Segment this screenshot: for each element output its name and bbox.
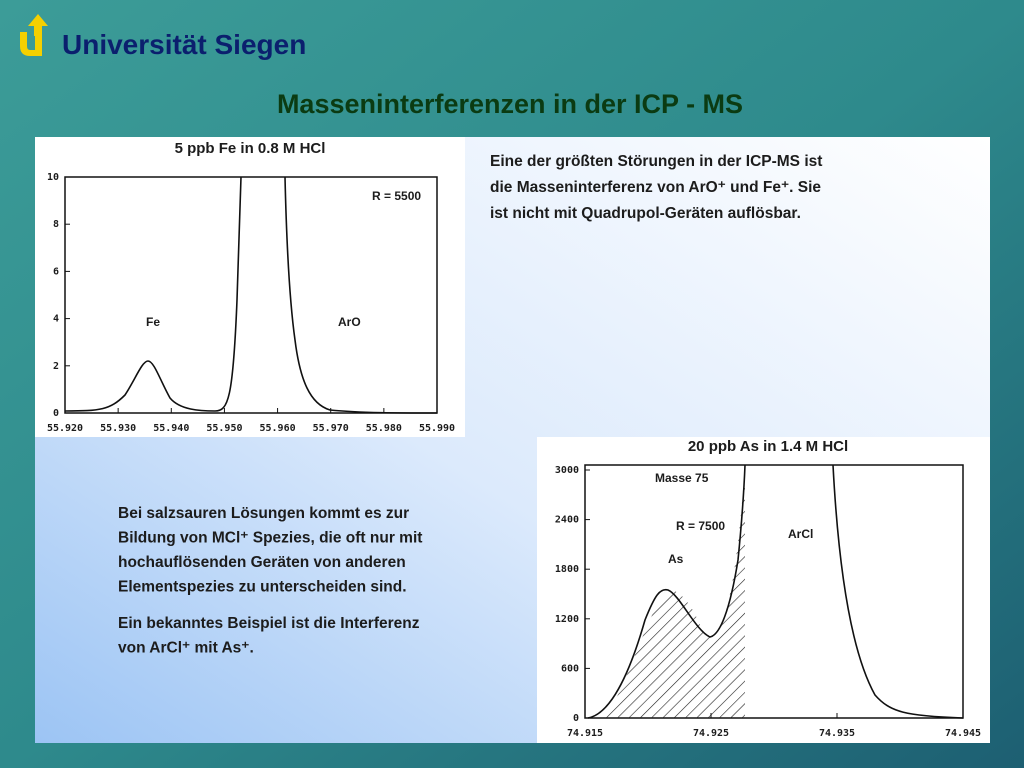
figure-as: [584, 464, 964, 719]
x-tick-label: 74.915: [567, 728, 603, 739]
text-line: Elementspezies zu unterscheiden sind.: [118, 579, 407, 596]
x-tick-label: 55.930: [100, 423, 136, 434]
text-line: Bei salzsauren Lösungen kommt es zur: [118, 505, 409, 522]
x-tick-label: 55.990: [419, 423, 455, 434]
peak-label: Fe: [146, 315, 160, 329]
y-tick-label: 4: [53, 314, 59, 325]
text-line: Ein bekanntes Beispiel ist die Interfere…: [118, 615, 420, 632]
y-tick-label: 0: [53, 408, 59, 419]
figure-fe-bg: [35, 137, 465, 437]
text-line: Bildung von MCl⁺ Spezies, die oft nur mi…: [118, 530, 422, 547]
x-tick-label: 74.925: [693, 728, 729, 739]
institution: Universität Siegen: [62, 29, 306, 60]
slide-title: Masseninterferenzen in der ICP - MS: [277, 89, 743, 119]
x-tick-label: 55.970: [313, 423, 349, 434]
y-tick-label: 2400: [555, 515, 579, 526]
x-tick-label: 55.920: [47, 423, 83, 434]
figure-title: 20 ppb As in 1.4 M HCl: [688, 438, 848, 455]
x-tick-label: 74.935: [819, 728, 855, 739]
text-line: hochauflösenden Geräten von anderen: [118, 554, 406, 571]
y-tick-label: 8: [53, 219, 59, 230]
x-tick-label: 55.950: [206, 423, 242, 434]
figure-as-bg: [537, 437, 990, 743]
text-line: von ArCl⁺ mit As⁺.: [118, 640, 254, 657]
y-tick-label: 10: [47, 172, 59, 183]
text-line: die Masseninterferenz von ArO⁺ und Fe⁺. …: [490, 179, 821, 196]
peak-label: As: [668, 552, 684, 566]
x-tick-label: 74.945: [945, 728, 981, 739]
logo: [20, 14, 48, 56]
y-tick-label: 1200: [555, 614, 579, 625]
x-tick-label: 55.960: [260, 423, 296, 434]
text-line: ist nicht mit Quadrupol-Geräten auflösba…: [490, 205, 801, 222]
x-tick-label: 55.940: [153, 423, 189, 434]
y-tick-label: 2: [53, 361, 59, 372]
figure-fe: [64, 176, 438, 414]
figure-title: 5 ppb Fe in 0.8 M HCl: [175, 140, 326, 157]
y-tick-label: 6: [53, 266, 59, 277]
annotation: Masse 75: [655, 471, 709, 485]
y-tick-label: 600: [561, 663, 579, 674]
y-tick-label: 1800: [555, 564, 579, 575]
peak-label: ArCl: [788, 527, 813, 541]
annotation: R = 5500: [372, 189, 421, 203]
y-tick-label: 3000: [555, 465, 579, 476]
y-tick-label: 0: [573, 713, 579, 724]
x-tick-label: 55.980: [366, 423, 402, 434]
text-line: Eine der größten Störungen in der ICP-MS…: [490, 153, 822, 170]
annotation: R = 7500: [676, 519, 725, 533]
peak-label: ArO: [338, 315, 361, 329]
